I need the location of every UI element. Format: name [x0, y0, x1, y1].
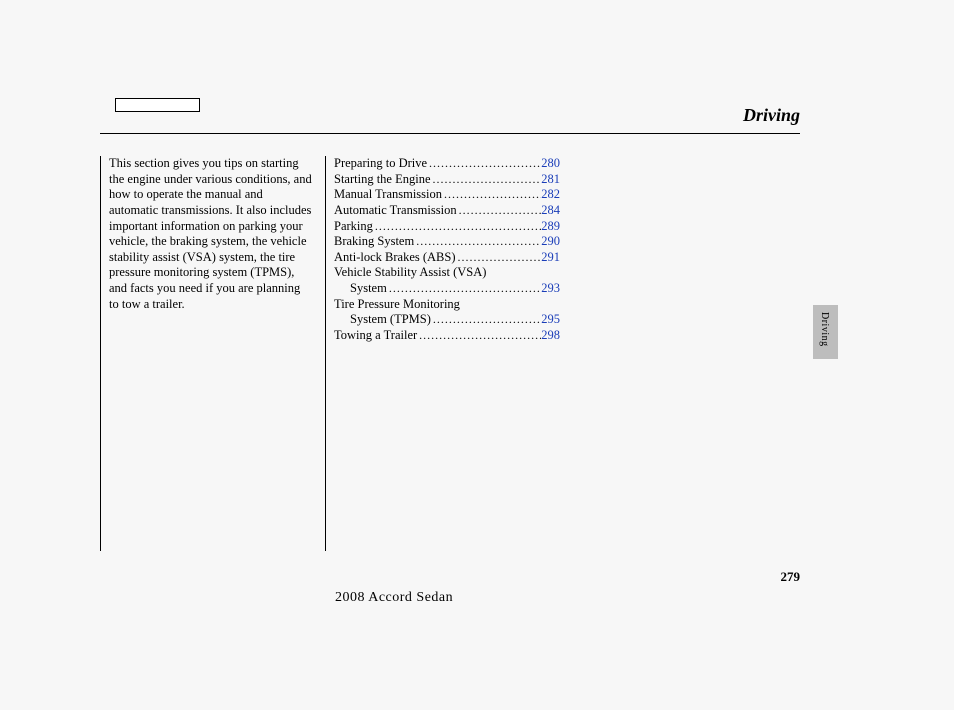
toc-page-link[interactable]: 289: [541, 219, 560, 235]
toc-dots: [431, 172, 542, 187]
toc-label[interactable]: Starting the Engine: [334, 172, 431, 188]
toc-label[interactable]: Braking System: [334, 234, 414, 250]
side-tab-label: Driving: [819, 312, 830, 347]
footer-model: 2008 Accord Sedan: [335, 590, 453, 606]
title-row: Driving: [100, 90, 800, 134]
page-content: Driving This section gives you tips on s…: [100, 90, 800, 551]
toc-label[interactable]: System (TPMS): [350, 312, 431, 328]
toc-page-link[interactable]: 290: [541, 234, 560, 250]
toc-label: Tire Pressure Monitoring: [334, 297, 460, 313]
toc-page-link[interactable]: 298: [541, 328, 560, 344]
toc-line: Braking System 290: [334, 234, 560, 250]
toc-label[interactable]: Parking: [334, 219, 373, 235]
toc-line: Towing a Trailer 298: [334, 328, 560, 344]
toc-line: Automatic Transmission 284: [334, 203, 560, 219]
intro-paragraph: This section gives you tips on starting …: [109, 156, 313, 312]
toc-label[interactable]: Towing a Trailer: [334, 328, 417, 344]
toc-line: Manual Transmission 282: [334, 187, 560, 203]
toc-dots: [431, 312, 541, 327]
toc-page-link[interactable]: 293: [541, 281, 560, 297]
toc-line: Vehicle Stability Assist (VSA): [334, 265, 560, 281]
toc-page-link[interactable]: 282: [541, 187, 560, 203]
toc-label[interactable]: Manual Transmission: [334, 187, 442, 203]
page-number: 279: [100, 569, 800, 585]
toc-line: System (TPMS) 295: [334, 312, 560, 328]
toc-column: Preparing to Drive 280Starting the Engin…: [325, 156, 560, 551]
columns-container: This section gives you tips on starting …: [100, 156, 800, 551]
toc-dots: [457, 203, 542, 218]
toc-dots: [442, 187, 541, 202]
toc-line: System 293: [334, 281, 560, 297]
toc-line: Starting the Engine 281: [334, 172, 560, 188]
toc-line: Parking 289: [334, 219, 560, 235]
toc-line: Tire Pressure Monitoring: [334, 297, 560, 313]
toc-dots: [427, 156, 541, 171]
toc-page-link[interactable]: 280: [541, 156, 560, 172]
toc-label[interactable]: Anti-lock Brakes (ABS): [334, 250, 456, 266]
toc-page-link[interactable]: 284: [541, 203, 560, 219]
toc-line: Preparing to Drive 280: [334, 156, 560, 172]
toc-dots: [387, 281, 541, 296]
intro-column: This section gives you tips on starting …: [100, 156, 325, 551]
toc-label[interactable]: Preparing to Drive: [334, 156, 427, 172]
toc-dots: [373, 219, 541, 234]
section-title: Driving: [743, 105, 800, 126]
toc-label[interactable]: System: [350, 281, 387, 297]
toc-label: Vehicle Stability Assist (VSA): [334, 265, 486, 281]
toc-page-link[interactable]: 291: [541, 250, 560, 266]
toc-label[interactable]: Automatic Transmission: [334, 203, 457, 219]
toc-page-link[interactable]: 295: [541, 312, 560, 328]
toc-page-link[interactable]: 281: [541, 172, 560, 188]
toc-line: Anti-lock Brakes (ABS) 291: [334, 250, 560, 266]
toc-dots: [414, 234, 541, 249]
toc-dots: [456, 250, 542, 265]
toc-dots: [417, 328, 541, 343]
